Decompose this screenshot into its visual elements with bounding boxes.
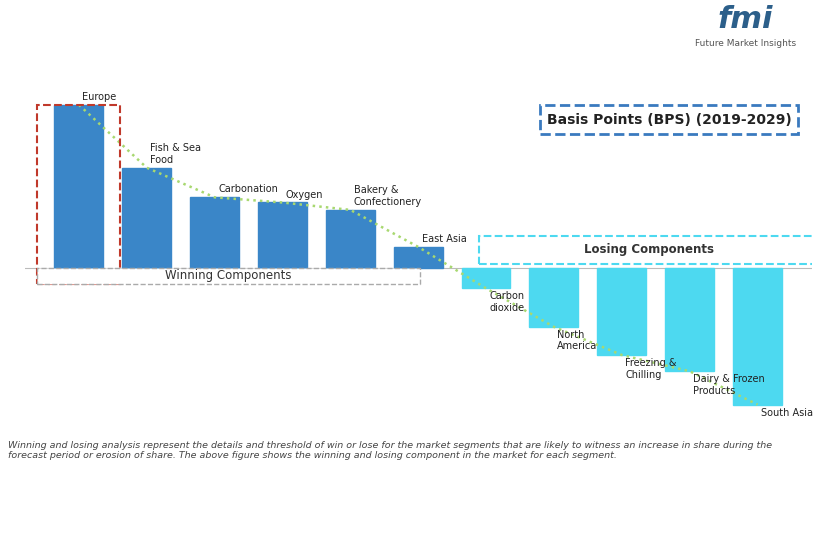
Bar xyxy=(732,268,781,405)
Text: East Asia: East Asia xyxy=(421,234,466,244)
Text: Carbonation: Carbonation xyxy=(218,184,278,194)
Text: Winning Components: Winning Components xyxy=(165,269,292,282)
Bar xyxy=(478,236,817,264)
Bar xyxy=(37,105,120,284)
Text: Source: Future Market Insights: Source: Future Market Insights xyxy=(10,504,215,516)
Text: South Asia: South Asia xyxy=(760,407,812,418)
Text: Oxygen: Oxygen xyxy=(286,190,323,200)
Bar xyxy=(664,268,713,371)
Bar xyxy=(461,268,510,288)
Bar xyxy=(393,247,442,268)
Bar xyxy=(258,202,306,268)
Bar xyxy=(529,268,577,327)
Bar xyxy=(190,198,239,268)
Text: Global Food Grade Gases Market: BPS Analysis: Global Food Grade Gases Market: BPS Anal… xyxy=(9,19,505,37)
Text: Europe: Europe xyxy=(82,92,116,102)
Bar xyxy=(540,105,797,135)
Text: Future Market Insights: Future Market Insights xyxy=(694,39,794,48)
Text: Bakery &
Confectionery: Bakery & Confectionery xyxy=(353,185,421,207)
Text: Losing Components: Losing Components xyxy=(583,244,713,256)
Text: North
America: North America xyxy=(557,330,597,351)
Text: Basis Points (BPS) (2019-2029): Basis Points (BPS) (2019-2029) xyxy=(546,113,790,127)
Text: fmi: fmi xyxy=(717,5,772,34)
Text: Winning and losing analysis represent the details and threshold of win or lose f: Winning and losing analysis represent th… xyxy=(8,441,771,460)
Text: Fish & Sea
Food: Fish & Sea Food xyxy=(150,143,201,165)
Bar xyxy=(54,105,103,268)
Text: Dairy & Frozen
Products: Dairy & Frozen Products xyxy=(692,374,764,396)
Bar xyxy=(325,210,374,268)
Bar xyxy=(122,168,171,268)
Bar xyxy=(37,268,419,284)
Text: Freezing &
Chilling: Freezing & Chilling xyxy=(624,358,676,380)
Bar xyxy=(596,268,645,355)
Text: Carbon
dioxide: Carbon dioxide xyxy=(489,292,524,313)
